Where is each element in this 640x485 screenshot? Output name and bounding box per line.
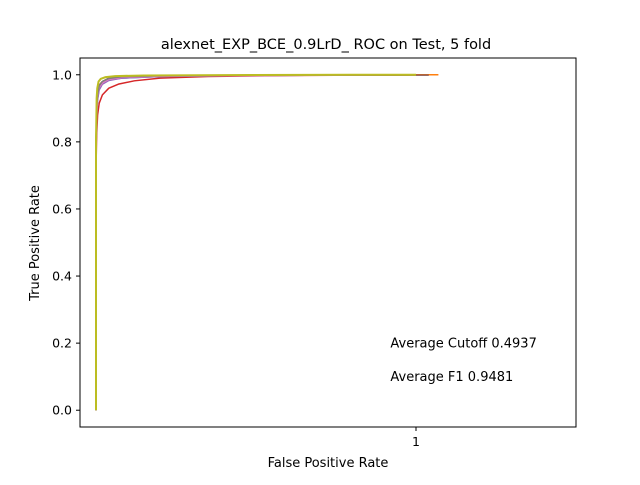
y-tick-label: 0.4 bbox=[52, 269, 72, 284]
chart-title: alexnet_EXP_BCE_0.9LrD_ ROC on Test, 5 f… bbox=[161, 37, 491, 53]
y-tick-label: 0.0 bbox=[52, 403, 72, 418]
series-group bbox=[95, 73, 439, 411]
y-tick-label: 0.8 bbox=[52, 134, 72, 149]
plot-area: 1 0.0 0.2 0.4 0.6 0.8 1.0 Average Cutoff 0.4937… bbox=[52, 57, 577, 449]
annotation-text: Average Cutoff 0.4937 bbox=[390, 337, 536, 352]
y-axis-label: True Positive Rate bbox=[28, 185, 43, 302]
roc-curve-9 bbox=[95, 73, 416, 411]
x-axis-label: False Positive Rate bbox=[268, 456, 389, 471]
y-tick-label: 1.0 bbox=[52, 67, 72, 82]
plot-frame bbox=[79, 57, 577, 428]
y-tick-label: 0.2 bbox=[52, 336, 72, 351]
annotation-text: Average F1 0.9481 bbox=[390, 370, 513, 385]
y-tick-label: 0.6 bbox=[52, 201, 72, 216]
x-tick-label: 1 bbox=[412, 434, 420, 449]
